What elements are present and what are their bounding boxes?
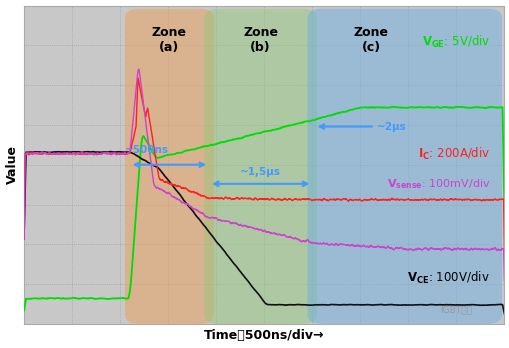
FancyBboxPatch shape [125,9,213,324]
X-axis label: Time，500ns/div→: Time，500ns/div→ [204,330,324,342]
Text: $\mathbf{I_C}$: 200A/div: $\mathbf{I_C}$: 200A/div [417,145,489,162]
Text: Zone
(b): Zone (b) [243,26,277,54]
Text: Zone
(c): Zone (c) [353,26,388,54]
Text: Zone
(a): Zone (a) [152,26,186,54]
FancyBboxPatch shape [204,9,317,324]
FancyBboxPatch shape [307,9,501,324]
Text: ~2μs: ~2μs [377,121,406,132]
Text: $\mathbf{V_{GE}}$: 5V/div: $\mathbf{V_{GE}}$: 5V/div [421,34,489,50]
Text: ~500ns: ~500ns [125,145,168,155]
Y-axis label: Value: Value [6,145,18,184]
Text: $\mathbf{V_{sense}}$: 100mV/div: $\mathbf{V_{sense}}$: 100mV/div [386,177,489,191]
Text: ~1,5μs: ~1,5μs [240,167,280,177]
Text: $\mathbf{V_{CE}}$: 100V/div: $\mathbf{V_{CE}}$: 100V/div [407,270,489,286]
Text: IGBT应用: IGBT应用 [440,305,471,314]
